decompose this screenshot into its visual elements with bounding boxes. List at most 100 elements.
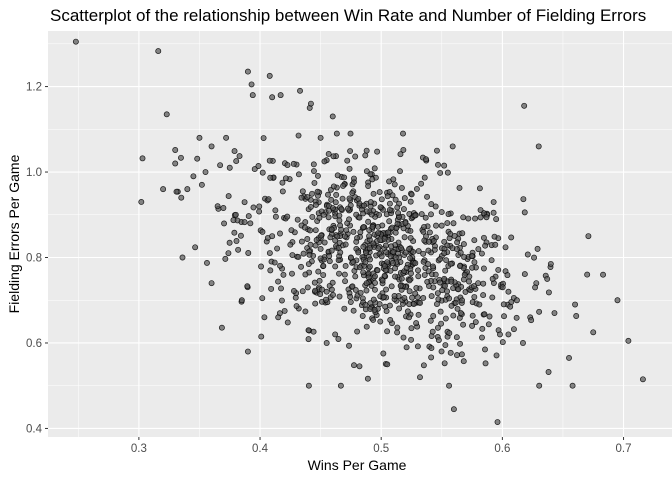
data-point: [493, 216, 500, 223]
data-point: [639, 376, 646, 383]
data-point: [272, 213, 279, 220]
data-point: [412, 260, 419, 267]
data-point: [222, 255, 229, 262]
data-point: [415, 267, 421, 274]
data-point: [350, 259, 357, 265]
data-point: [420, 228, 427, 235]
data-point: [362, 301, 369, 308]
data-point: [279, 188, 286, 195]
data-point: [406, 246, 413, 252]
data-point: [328, 196, 335, 203]
data-point: [492, 241, 499, 248]
chart-title: Scatterplot of the relationship between …: [50, 6, 646, 25]
x-tick-label: 0.3: [131, 443, 147, 455]
data-point: [258, 333, 265, 340]
data-point: [357, 229, 364, 236]
data-point: [444, 169, 451, 176]
data-point: [450, 312, 457, 319]
data-point: [230, 217, 237, 224]
data-point: [217, 162, 224, 169]
data-point: [332, 263, 339, 270]
data-point: [333, 130, 340, 137]
data-point: [323, 288, 330, 295]
data-point: [426, 229, 433, 236]
data-point: [347, 254, 354, 261]
data-point: [305, 382, 312, 389]
data-point: [483, 214, 490, 221]
data-point: [138, 198, 145, 205]
data-point: [360, 210, 367, 217]
data-point: [379, 277, 386, 284]
data-point: [566, 354, 572, 361]
data-point: [248, 81, 255, 88]
data-point: [236, 153, 243, 160]
data-point: [344, 157, 351, 164]
data-point: [377, 204, 384, 211]
data-point: [360, 269, 367, 276]
data-point: [336, 293, 343, 300]
data-point: [342, 241, 349, 248]
data-point: [392, 196, 399, 203]
data-point: [325, 150, 332, 157]
data-point: [500, 301, 507, 308]
data-point: [499, 284, 506, 291]
data-point: [267, 267, 274, 274]
data-point: [341, 174, 348, 181]
data-point: [398, 275, 405, 282]
data-point: [386, 218, 393, 225]
data-point: [424, 278, 431, 285]
data-point: [425, 238, 432, 245]
data-point: [317, 134, 324, 141]
data-point: [398, 245, 405, 251]
data-point: [333, 191, 340, 198]
data-point: [454, 239, 461, 246]
data-point: [307, 203, 314, 210]
data-point: [412, 212, 419, 219]
data-point: [442, 342, 449, 348]
data-point: [433, 147, 440, 154]
data-point: [401, 295, 408, 301]
data-point: [322, 296, 329, 303]
data-point: [304, 236, 311, 242]
data-point: [490, 199, 497, 206]
data-point: [590, 329, 597, 336]
data-point: [430, 263, 436, 270]
data-point: [389, 260, 396, 266]
data-point: [371, 306, 378, 313]
data-point: [281, 307, 288, 314]
data-point: [196, 134, 203, 141]
data-point: [482, 360, 489, 367]
data-point: [381, 235, 388, 242]
data-point: [486, 313, 493, 320]
data-point: [457, 340, 463, 347]
data-point: [471, 237, 478, 244]
data-point: [531, 254, 538, 261]
data-point: [349, 283, 356, 290]
data-point: [545, 289, 552, 296]
data-point: [420, 362, 427, 369]
data-point: [397, 168, 403, 175]
data-point: [284, 319, 291, 326]
data-point: [332, 199, 339, 206]
data-point: [482, 242, 489, 249]
data-point: [374, 148, 381, 155]
data-point: [245, 250, 252, 256]
data-point: [255, 163, 262, 169]
data-point: [178, 194, 185, 201]
data-point: [403, 344, 410, 351]
data-point: [573, 313, 580, 319]
data-point: [305, 327, 312, 334]
data-point: [456, 185, 463, 191]
data-point: [412, 290, 419, 297]
y-axis-ticks: 0.4 0.6 0.8 1.0 1.2: [26, 82, 48, 435]
data-point: [441, 275, 448, 282]
data-point: [428, 354, 435, 361]
data-point: [198, 181, 205, 188]
data-point: [294, 216, 301, 223]
data-point: [444, 242, 451, 249]
data-point: [384, 193, 391, 200]
data-point: [384, 328, 391, 335]
data-point: [267, 174, 274, 181]
data-point: [235, 246, 242, 253]
data-point: [347, 130, 354, 137]
